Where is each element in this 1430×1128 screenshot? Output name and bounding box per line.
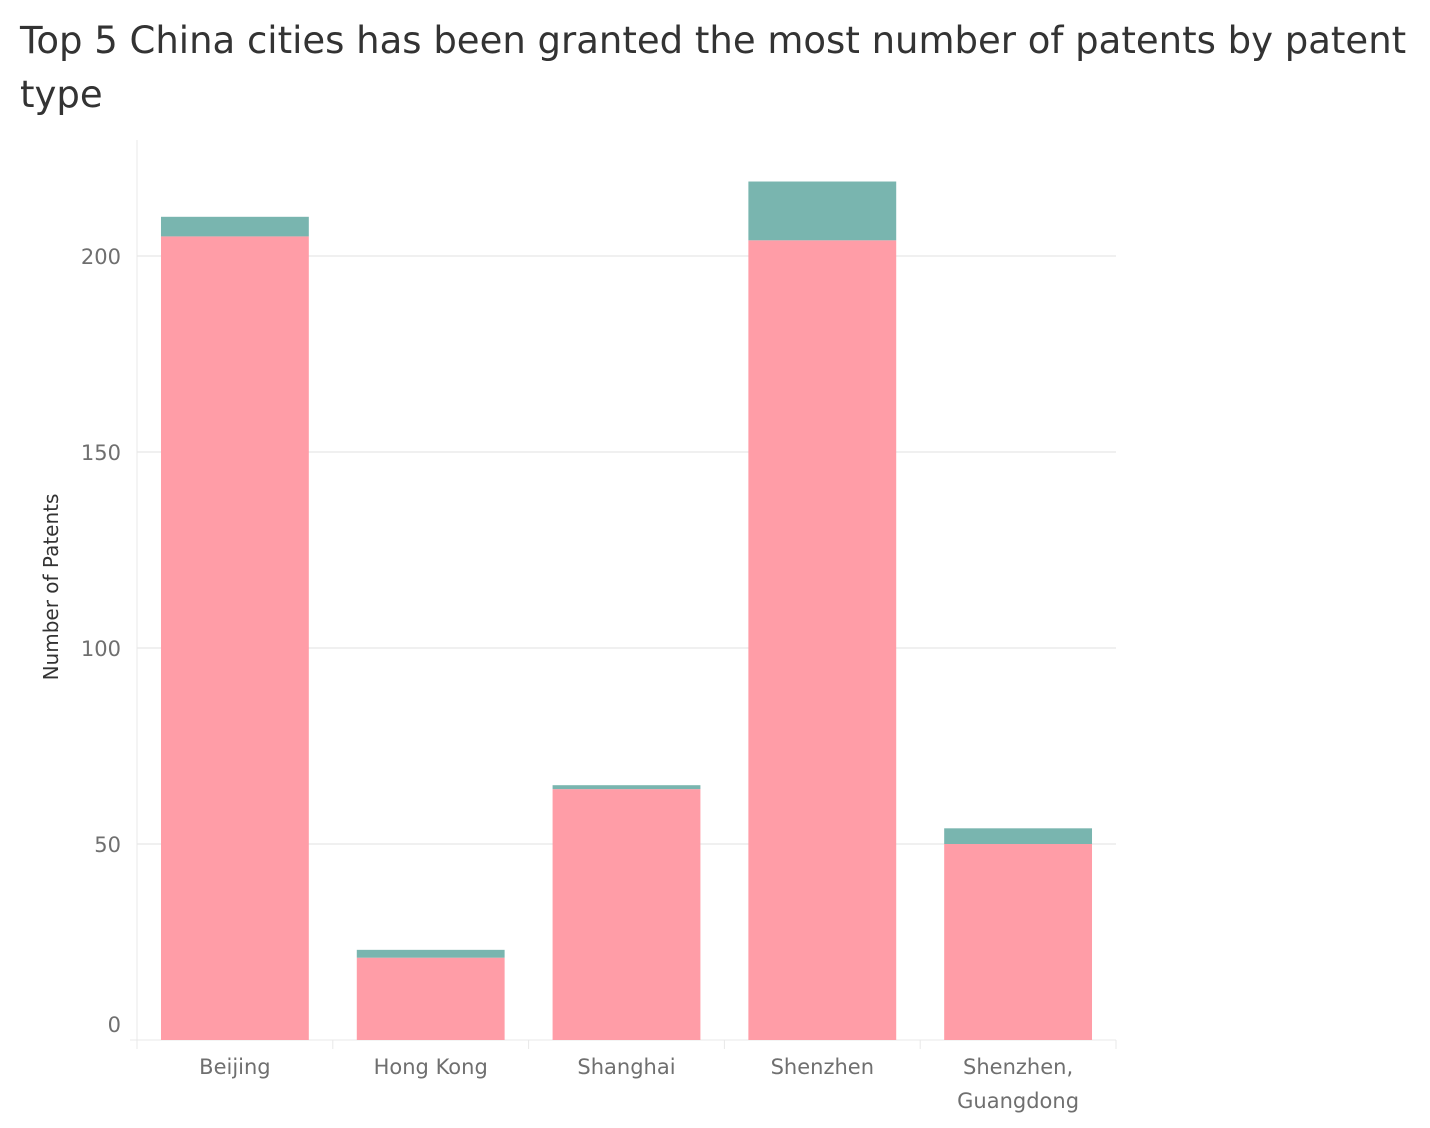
bar-segment-2-hong-kong[interactable]: [356, 949, 505, 958]
y-tick-labels: 0 50 100 150 200: [81, 245, 121, 1037]
bar-segment-2-shenzhen-guangdong[interactable]: [944, 828, 1093, 844]
bar-segment-1-hong-kong[interactable]: [356, 957, 505, 1040]
y-tick-label: 50: [94, 833, 121, 857]
y-tick-label: 150: [81, 441, 121, 465]
bar-segment-1-shanghai[interactable]: [552, 789, 701, 1040]
x-category-label: Shenzhen, Guangdong: [957, 1055, 1079, 1113]
bar-segment-1-shenzhen[interactable]: [748, 240, 897, 1040]
bar-segment-2-shenzhen[interactable]: [748, 181, 897, 241]
x-tick-marks: [136, 1040, 1117, 1049]
x-category-label: Shanghai: [577, 1055, 675, 1079]
bar-segment-1-shenzhen-guangdong[interactable]: [944, 844, 1093, 1040]
y-tick-label: 0: [108, 1013, 121, 1037]
x-category-label: Hong Kong: [374, 1055, 488, 1079]
x-category-label: Shenzhen: [771, 1055, 874, 1079]
bar-segment-2-shanghai[interactable]: [552, 785, 701, 790]
y-axis-title: Number of Patents: [39, 494, 63, 681]
chart-title: Top 5 China cities has been granted the …: [20, 19, 1407, 116]
y-tick-label: 200: [81, 245, 121, 269]
bar-segment-1-beijing[interactable]: [160, 236, 309, 1040]
y-tick-label: 100: [81, 637, 121, 661]
x-category-label: Beijing: [199, 1055, 270, 1079]
bar-segment-2-beijing[interactable]: [160, 216, 309, 237]
bars: [160, 181, 1093, 1040]
x-category-labels: Beijing Hong Kong Shanghai Shenzhen Shenzhen…: [199, 1055, 1079, 1113]
